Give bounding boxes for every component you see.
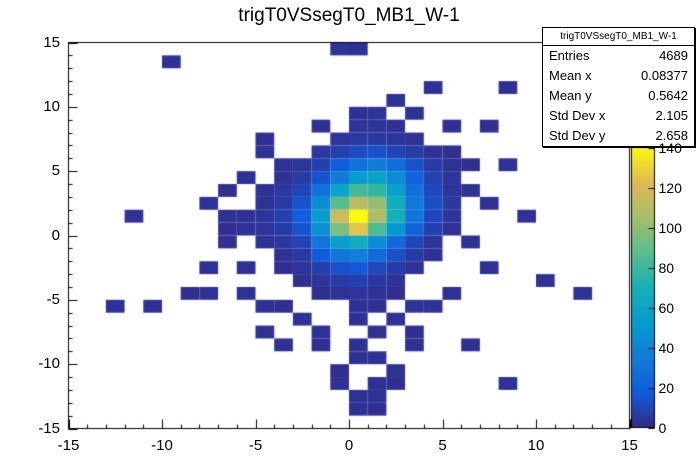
x-axis-tick-label: 10 [527,437,545,454]
stat-label: Entries [549,48,590,63]
y-axis-tick-label: 5 [51,162,60,180]
stats-row-entries: Entries 4689 [543,46,694,66]
stat-value: 0.08377 [641,68,688,83]
z-axis-tick-label: 80 [658,259,675,276]
z-axis-tick-label: 20 [658,379,675,396]
stat-label: Mean y [549,88,592,103]
z-axis-tick-label: 140 [658,139,682,156]
y-axis-tick-label: -10 [38,355,60,373]
x-axis-tick-label: -10 [151,437,173,454]
z-axis-tick-label: 60 [658,299,675,316]
stat-value: 0.5642 [648,88,688,103]
stats-row-stddev-x: Std Dev x 2.105 [543,106,694,126]
z-axis-tick-label: 0 [658,419,667,436]
z-axis-tick-label: 120 [658,179,682,196]
stat-label: Std Dev x [549,108,606,123]
x-axis-tick-label: 0 [344,437,354,454]
y-axis-tick-label: 0 [51,226,60,244]
y-axis-tick-label: -15 [38,419,60,437]
x-axis-tick-label: 15 [621,437,638,454]
stat-label: Std Dev y [549,128,606,143]
stats-title: trigT0VSsegT0_MB1_W-1 [543,28,694,46]
y-axis-tick-label: -5 [46,290,60,308]
y-axis-tick-label: 15 [43,33,60,51]
plot-title: trigT0VSsegT0_MB1_W-1 [238,5,460,26]
stat-value: 2.105 [655,108,688,123]
y-axis-tick-label: 10 [43,97,60,115]
stats-row-mean-y: Mean y 0.5642 [543,86,694,106]
z-axis-tick-label: 100 [658,219,682,236]
x-axis-tick-label: -15 [57,437,80,454]
stat-value: 2.658 [655,128,688,143]
x-axis-tick-label: -5 [248,437,263,454]
stats-row-stddev-y: Std Dev y 2.658 [543,126,694,146]
stat-label: Mean x [549,68,592,83]
stats-row-mean-x: Mean x 0.08377 [543,66,694,86]
stat-value: 4689 [659,48,688,63]
x-axis-tick-label: 5 [438,437,447,454]
z-axis-tick-label: 40 [658,339,675,356]
stats-box: trigT0VSsegT0_MB1_W-1 Entries 4689 Mean … [542,27,695,147]
